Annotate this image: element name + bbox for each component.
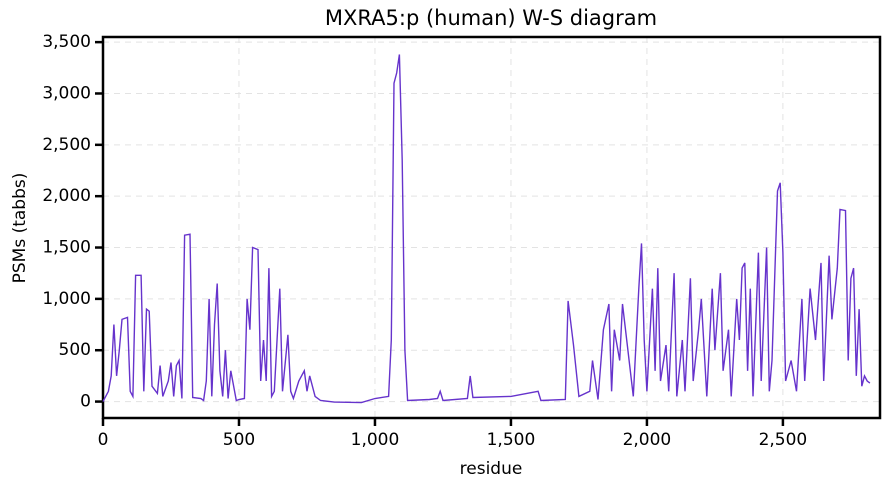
x-axis-label: residue [460, 459, 523, 479]
y-tick-label: 3,000 [42, 83, 91, 103]
x-tick-label: 0 [98, 430, 109, 450]
x-tick-label: 500 [223, 430, 255, 450]
x-tick-label: 1,000 [351, 430, 400, 450]
data-line [102, 54, 871, 404]
y-tick-label: 2,500 [42, 135, 91, 155]
x-tick-label: 2,000 [623, 430, 672, 450]
y-tick-label: 1,000 [42, 289, 91, 309]
y-tick-label: 1,500 [42, 238, 91, 258]
x-tick-label: 1,500 [487, 430, 536, 450]
y-tick-label: 500 [59, 340, 91, 360]
y-tick-label: 2,000 [42, 186, 91, 206]
plot-frame [101, 35, 882, 420]
y-axis-label: PSMs (tabbs) [10, 173, 30, 284]
chart-title: MXRA5:p (human) W-S diagram [325, 6, 657, 30]
x-tick-label: 2,500 [759, 430, 808, 450]
y-tick-label: 0 [80, 392, 91, 412]
y-tick-label: 3,500 [42, 32, 91, 52]
